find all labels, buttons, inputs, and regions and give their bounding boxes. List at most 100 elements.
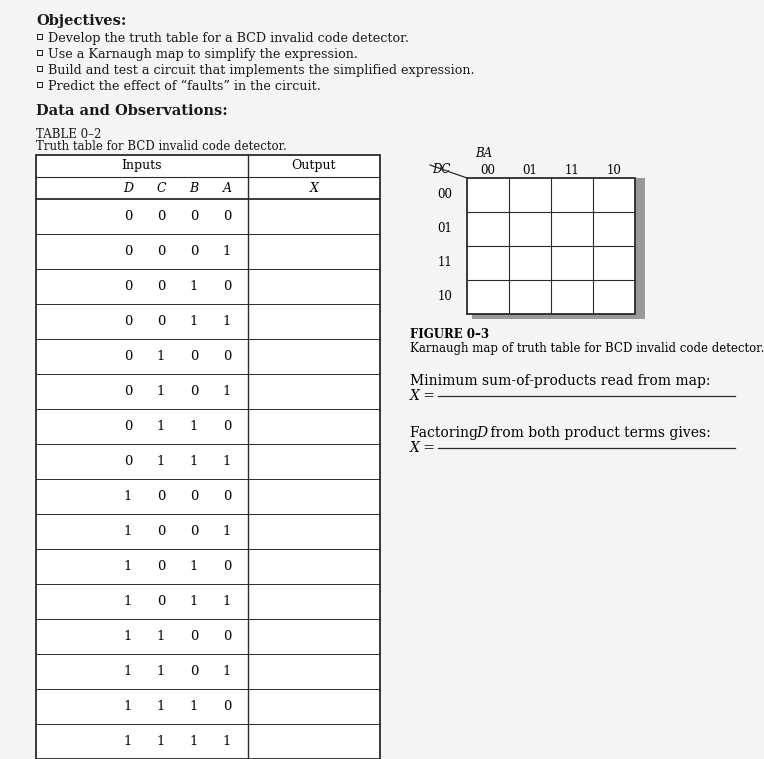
Text: 1: 1 <box>124 490 132 503</box>
Text: 10: 10 <box>438 291 452 304</box>
Text: 1: 1 <box>189 735 198 748</box>
Text: 0: 0 <box>157 490 165 503</box>
Text: 1: 1 <box>189 595 198 608</box>
Text: D: D <box>476 426 487 440</box>
Text: A: A <box>222 181 231 194</box>
Text: 1: 1 <box>124 595 132 608</box>
Text: 0: 0 <box>157 525 165 538</box>
Text: 0: 0 <box>189 630 198 643</box>
Text: 0: 0 <box>223 560 231 573</box>
Text: 1: 1 <box>157 735 165 748</box>
Text: 0: 0 <box>223 700 231 713</box>
Text: 0: 0 <box>189 385 198 398</box>
Text: 1: 1 <box>189 560 198 573</box>
Text: 1: 1 <box>124 560 132 573</box>
Text: Predict the effect of “faults” in the circuit.: Predict the effect of “faults” in the ci… <box>48 80 321 93</box>
Text: 1: 1 <box>124 630 132 643</box>
Bar <box>37 34 42 39</box>
Text: 1: 1 <box>124 525 132 538</box>
Text: Minimum sum-of-products read from map:: Minimum sum-of-products read from map: <box>410 374 711 388</box>
Text: 0: 0 <box>189 490 198 503</box>
Text: 1: 1 <box>223 455 231 468</box>
Text: 1: 1 <box>124 735 132 748</box>
Text: 1: 1 <box>189 315 198 328</box>
Text: 0: 0 <box>157 595 165 608</box>
Text: Build and test a circuit that implements the simplified expression.: Build and test a circuit that implements… <box>48 64 474 77</box>
Text: Karnaugh map of truth table for BCD invalid code detector.: Karnaugh map of truth table for BCD inva… <box>410 342 764 355</box>
Text: 11: 11 <box>438 257 452 269</box>
Text: 1: 1 <box>223 245 231 258</box>
Text: 0: 0 <box>157 560 165 573</box>
Text: 1: 1 <box>157 455 165 468</box>
Text: 0: 0 <box>157 210 165 223</box>
Text: FIGURE 0–3: FIGURE 0–3 <box>410 328 489 341</box>
Text: 0: 0 <box>223 210 231 223</box>
Text: 0: 0 <box>189 210 198 223</box>
Text: 0: 0 <box>124 455 132 468</box>
Text: 0: 0 <box>124 210 132 223</box>
Text: DC: DC <box>432 163 450 176</box>
Bar <box>467 178 635 314</box>
Text: C: C <box>156 181 166 194</box>
Text: BA: BA <box>475 147 492 160</box>
Text: 1: 1 <box>157 665 165 678</box>
Text: 0: 0 <box>223 490 231 503</box>
Text: 1: 1 <box>223 315 231 328</box>
Text: X: X <box>309 181 319 194</box>
Bar <box>37 50 42 55</box>
Text: 0: 0 <box>124 245 132 258</box>
Text: 1: 1 <box>223 665 231 678</box>
Text: 0: 0 <box>157 245 165 258</box>
Text: 1: 1 <box>223 595 231 608</box>
Text: Output: Output <box>292 159 336 172</box>
Text: TABLE 0–2: TABLE 0–2 <box>36 128 102 141</box>
Text: 0: 0 <box>189 525 198 538</box>
Text: 1: 1 <box>189 420 198 433</box>
Text: 1: 1 <box>189 700 198 713</box>
Text: Truth table for BCD invalid code detector.: Truth table for BCD invalid code detecto… <box>36 140 286 153</box>
Text: 1: 1 <box>189 455 198 468</box>
Bar <box>36 155 380 759</box>
Text: 00: 00 <box>438 188 452 201</box>
Text: 1: 1 <box>157 700 165 713</box>
Text: 0: 0 <box>124 420 132 433</box>
Text: 01: 01 <box>438 222 452 235</box>
Text: 1: 1 <box>124 665 132 678</box>
Text: D: D <box>123 181 133 194</box>
Text: 0: 0 <box>189 665 198 678</box>
Text: B: B <box>189 181 199 194</box>
Text: 0: 0 <box>189 350 198 363</box>
Text: X =: X = <box>410 441 436 455</box>
Text: 1: 1 <box>223 525 231 538</box>
Text: 1: 1 <box>157 385 165 398</box>
Text: 10: 10 <box>607 163 621 177</box>
Text: 0: 0 <box>157 280 165 293</box>
Text: Develop the truth table for a BCD invalid code detector.: Develop the truth table for a BCD invali… <box>48 32 409 45</box>
Text: 1: 1 <box>189 280 198 293</box>
Text: 0: 0 <box>157 315 165 328</box>
Text: Data and Observations:: Data and Observations: <box>36 104 228 118</box>
Text: 1: 1 <box>124 700 132 713</box>
Text: 1: 1 <box>223 735 231 748</box>
Text: 00: 00 <box>481 163 496 177</box>
Text: 0: 0 <box>124 315 132 328</box>
Text: 1: 1 <box>157 420 165 433</box>
Text: Objectives:: Objectives: <box>36 14 126 28</box>
Text: 0: 0 <box>223 350 231 363</box>
Text: X =: X = <box>410 389 436 403</box>
Bar <box>472 178 645 319</box>
Text: Factoring: Factoring <box>410 426 482 440</box>
Text: Inputs: Inputs <box>121 159 162 172</box>
Text: 0: 0 <box>124 280 132 293</box>
Bar <box>37 66 42 71</box>
Text: 0: 0 <box>223 630 231 643</box>
Text: 0: 0 <box>223 420 231 433</box>
Text: 0: 0 <box>124 350 132 363</box>
Text: from both product terms gives:: from both product terms gives: <box>486 426 711 440</box>
Text: 11: 11 <box>565 163 579 177</box>
Bar <box>37 82 42 87</box>
Text: 0: 0 <box>223 280 231 293</box>
Text: 1: 1 <box>157 350 165 363</box>
Text: 0: 0 <box>124 385 132 398</box>
Text: Use a Karnaugh map to simplify the expression.: Use a Karnaugh map to simplify the expre… <box>48 48 358 61</box>
